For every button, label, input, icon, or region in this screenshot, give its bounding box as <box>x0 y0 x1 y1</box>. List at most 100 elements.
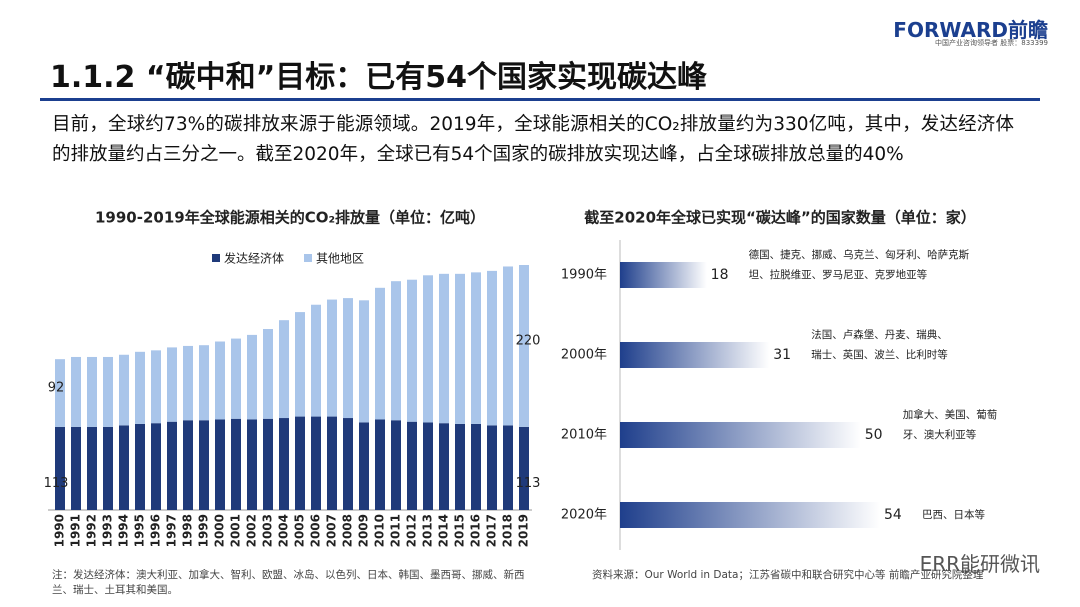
data-label: 54 <box>884 507 902 523</box>
x-tick-label: 2008 <box>341 514 355 547</box>
bar-segment <box>199 345 209 421</box>
annotation: 加拿大、美国、葡萄 <box>903 408 998 421</box>
x-tick-label: 2019 <box>517 514 531 547</box>
y-tick-label: 2010年 <box>561 428 607 443</box>
bar-segment <box>423 422 433 510</box>
bar-segment <box>103 426 113 510</box>
bar-segment <box>311 416 321 510</box>
x-tick-label: 2013 <box>421 514 435 547</box>
data-label: 18 <box>711 267 729 283</box>
x-tick-label: 2003 <box>261 514 275 547</box>
bar-segment <box>471 272 481 424</box>
bar-segment <box>503 266 513 426</box>
data-label: 220 <box>516 333 541 348</box>
bar-segment <box>135 423 145 510</box>
bar-segment <box>55 426 65 510</box>
data-label: 50 <box>865 427 883 443</box>
bar-segment <box>55 359 65 427</box>
bar-segment <box>215 341 225 420</box>
bar-segment <box>487 425 497 510</box>
bar-segment <box>167 421 177 510</box>
data-label: 31 <box>773 347 791 363</box>
bar-segment <box>183 420 193 510</box>
bar-segment <box>375 287 385 420</box>
bar-segment <box>231 418 241 510</box>
x-tick-label: 2018 <box>501 514 515 547</box>
y-tick-label: 2020年 <box>561 508 607 523</box>
bar-segment <box>503 425 513 510</box>
annotation: 德国、捷克、挪威、乌克兰、匈牙利、哈萨克斯 <box>749 248 970 261</box>
y-tick-label: 2000年 <box>561 348 607 363</box>
x-tick-label: 1995 <box>133 514 147 547</box>
bar-segment <box>247 419 257 510</box>
bar-segment <box>135 351 145 424</box>
title-rule <box>40 98 1040 101</box>
bar-segment <box>343 298 353 419</box>
bar-segment <box>519 265 529 427</box>
intro-text: 目前，全球约73%的碳排放来源于能源领域。2019年，全球能源相关的CO₂排放量… <box>52 114 1014 165</box>
bar-segment <box>215 419 225 510</box>
annotation: 牙、澳大利亚等 <box>903 428 977 441</box>
bar-segment <box>279 418 289 510</box>
bar-segment <box>391 420 401 510</box>
x-tick-label: 1991 <box>69 514 83 547</box>
bar-segment <box>71 426 81 510</box>
bar-segment <box>455 273 465 424</box>
bar-segment <box>343 418 353 510</box>
legend-swatch <box>304 254 312 262</box>
bar-segment <box>407 421 417 510</box>
bar <box>620 262 707 288</box>
x-tick-label: 1992 <box>85 514 99 547</box>
bar-segment <box>375 419 385 510</box>
annotation: 巴西、日本等 <box>922 508 985 521</box>
bar-segment <box>119 425 129 510</box>
data-label: 113 <box>44 476 69 491</box>
bar-segment <box>487 270 497 426</box>
x-tick-label: 1997 <box>165 514 179 547</box>
annotation: 坦、拉脱维亚、罗马尼亚、克罗地亚等 <box>749 268 928 281</box>
x-tick-label: 1993 <box>101 514 115 547</box>
x-tick-label: 2011 <box>389 514 403 547</box>
bar-segment <box>359 422 369 510</box>
slide-title: 1.1.2 “碳中和”目标：已有54个国家实现碳达峰 <box>50 60 708 95</box>
bar-segment <box>199 420 209 510</box>
x-tick-label: 2002 <box>245 514 259 547</box>
x-tick-label: 2004 <box>277 514 291 547</box>
x-tick-label: 2012 <box>405 514 419 547</box>
x-tick-label: 2005 <box>293 514 307 547</box>
x-tick-label: 1990 <box>53 514 67 547</box>
x-tick-label: 1996 <box>149 514 163 547</box>
bar-segment <box>103 356 113 427</box>
note: 注：发达经济体：澳大利亚、加拿大、智利、欧盟、冰岛、以色列、日本、韩国、墨西哥、… <box>52 569 525 596</box>
x-tick-label: 2001 <box>229 514 243 547</box>
bar-segment <box>87 426 97 510</box>
bar <box>620 342 770 368</box>
chart-title: 1990-2019年全球能源相关的CO₂排放量（单位：亿吨） <box>95 209 485 227</box>
bar-segment <box>327 416 337 510</box>
x-tick-label: 1994 <box>117 514 131 547</box>
bar-segment <box>311 304 321 417</box>
x-tick-label: 2009 <box>357 514 371 547</box>
x-tick-label: 2016 <box>469 514 483 547</box>
logo: FORWARD前瞻 <box>893 18 1048 42</box>
x-tick-label: 2007 <box>325 514 339 547</box>
x-tick-label: 2014 <box>437 514 451 547</box>
bar-segment <box>151 350 161 424</box>
legend-label: 其他地区 <box>316 252 364 266</box>
y-tick-label: 1990年 <box>561 268 607 283</box>
x-tick-label: 2010 <box>373 514 387 547</box>
bar-segment <box>279 320 289 419</box>
bar-segment <box>167 347 177 422</box>
bar <box>620 422 861 448</box>
bar-segment <box>391 281 401 421</box>
x-tick-label: 2017 <box>485 514 499 547</box>
bar-segment <box>471 423 481 510</box>
bar-segment <box>119 354 129 426</box>
bar-segment <box>407 279 417 422</box>
bar-segment <box>295 416 305 510</box>
bar-segment <box>71 356 81 427</box>
annotation: 法国、卢森堡、丹麦、瑞典、 <box>811 328 948 341</box>
bar <box>620 502 880 528</box>
